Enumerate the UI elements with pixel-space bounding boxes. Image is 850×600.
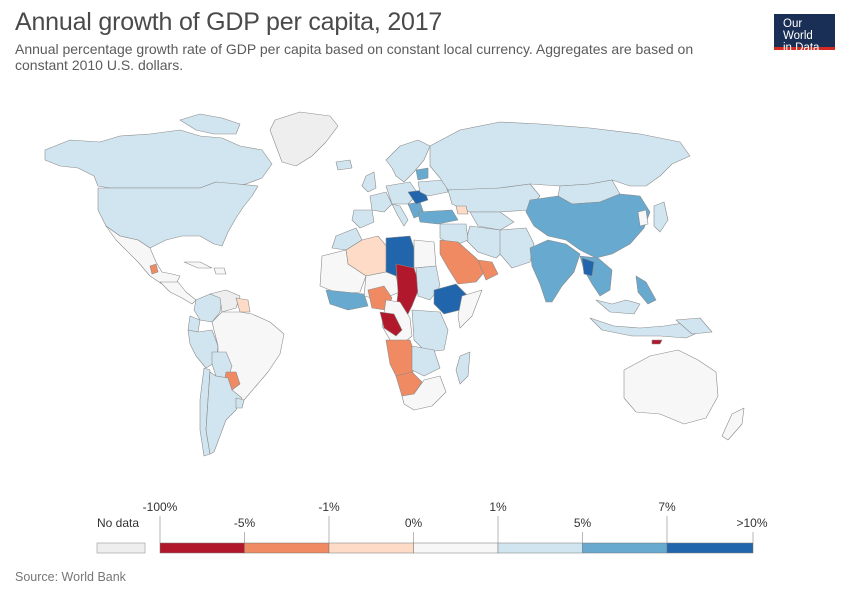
legend-swatch-bin7 xyxy=(666,542,754,554)
region-somalia[interactable] xyxy=(457,289,483,329)
region-russia[interactable] xyxy=(429,121,691,191)
legend-label-lower-4: >10% xyxy=(736,516,767,530)
region-australia[interactable] xyxy=(623,349,719,425)
region-turkey[interactable] xyxy=(417,209,459,225)
legend-label-lower-1: -5% xyxy=(234,516,256,530)
region-uk[interactable] xyxy=(361,171,377,193)
legend-swatch-bin1 xyxy=(159,542,245,554)
legend-swatch-bin4 xyxy=(413,542,499,554)
region-central-america[interactable] xyxy=(159,281,197,305)
region-coastal-west-africa[interactable] xyxy=(325,289,369,311)
logo-line2: in Data xyxy=(783,42,820,54)
legend-label-upper-2: -1% xyxy=(318,500,340,514)
map-legend: No data -100% -5% -1% 0% 1% 5% 7% >10% xyxy=(96,500,768,554)
logo-line1: Our World xyxy=(783,18,813,42)
region-new-zealand[interactable] xyxy=(721,407,745,441)
legend-label-upper-4: 7% xyxy=(658,500,676,514)
source-note: Source: World Bank xyxy=(15,570,126,584)
legend-label-lower-3: 5% xyxy=(574,516,592,530)
legend-label-lower-2: 0% xyxy=(405,516,423,530)
region-uruguay[interactable] xyxy=(235,397,245,409)
legend-label-upper-3: 1% xyxy=(489,500,507,514)
region-italy[interactable] xyxy=(391,203,409,227)
region-ukraine[interactable] xyxy=(417,179,449,197)
legend-swatch-bin6 xyxy=(582,542,668,554)
region-hispaniola[interactable] xyxy=(213,267,227,275)
region-greenland[interactable] xyxy=(269,111,339,167)
region-papua-new-guinea[interactable] xyxy=(675,317,713,335)
region-korea[interactable] xyxy=(637,209,649,227)
region-venezuela[interactable] xyxy=(209,289,241,313)
region-madagascar[interactable] xyxy=(455,351,471,385)
region-iberia[interactable] xyxy=(351,209,375,229)
region-zambia-zimbabwe[interactable] xyxy=(411,345,441,377)
region-oman[interactable] xyxy=(477,259,499,281)
legend-swatch-bin5 xyxy=(497,542,583,554)
owid-logo[interactable]: Our World in Data xyxy=(774,14,835,54)
region-gabon-congo[interactable] xyxy=(379,311,403,337)
region-philippines[interactable] xyxy=(635,275,657,305)
chart-title: Annual growth of GDP per capita, 2017 xyxy=(15,8,443,36)
region-belize[interactable] xyxy=(149,263,159,275)
region-timor[interactable] xyxy=(651,339,663,345)
region-baltics[interactable] xyxy=(415,167,429,181)
region-south-africa[interactable] xyxy=(401,375,447,411)
chart-subtitle: Annual percentage growth rate of GDP per… xyxy=(15,41,694,73)
region-cuba[interactable] xyxy=(183,261,213,269)
region-japan[interactable] xyxy=(653,201,669,233)
legend-swatch-bin2 xyxy=(244,542,330,554)
region-ecuador[interactable] xyxy=(187,315,201,333)
region-arctic-islands[interactable] xyxy=(179,113,241,135)
region-saudi-arabia[interactable] xyxy=(439,239,487,285)
legend-swatch-no-data xyxy=(96,542,146,554)
region-central-asia[interactable] xyxy=(469,211,515,231)
legend-swatch-bin3 xyxy=(328,542,414,554)
region-caucasus[interactable] xyxy=(455,205,469,215)
region-afghanistan-pakistan[interactable] xyxy=(499,227,535,269)
region-east-africa[interactable] xyxy=(411,309,449,353)
region-india[interactable] xyxy=(529,239,581,303)
region-argentina[interactable] xyxy=(205,371,243,455)
region-west-africa-north[interactable] xyxy=(319,249,367,295)
region-scandinavia[interactable] xyxy=(385,139,431,183)
legend-label-no-data: No data xyxy=(97,516,139,530)
region-china[interactable] xyxy=(525,193,651,259)
region-iceland[interactable] xyxy=(335,159,353,171)
region-canada[interactable] xyxy=(44,129,273,189)
region-guyana-suriname[interactable] xyxy=(235,297,251,313)
region-france[interactable] xyxy=(369,191,393,213)
region-egypt[interactable] xyxy=(413,239,437,269)
region-myanmar[interactable] xyxy=(581,257,595,277)
legend-label-upper-1: -100% xyxy=(143,500,178,514)
region-malaysia[interactable] xyxy=(595,299,641,315)
region-mexico[interactable] xyxy=(105,225,181,285)
